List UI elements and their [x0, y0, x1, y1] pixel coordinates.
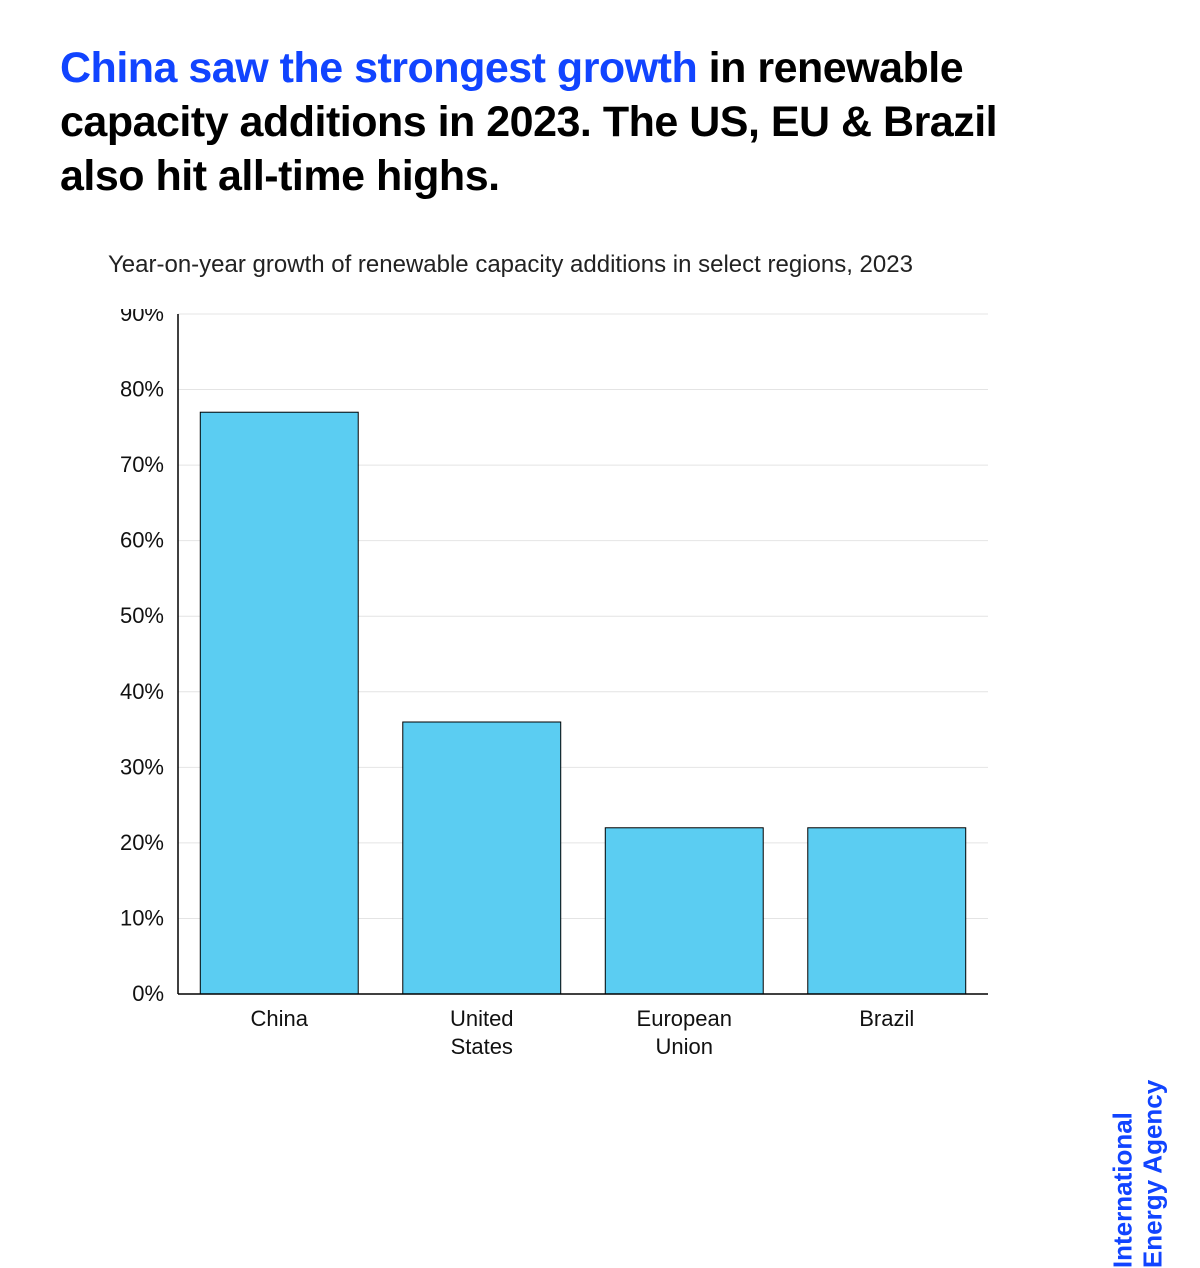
y-axis-tick-label: 50%	[120, 603, 164, 628]
y-axis-tick-label: 0%	[132, 981, 164, 1006]
chart-container: 0% 10% 20% 30% 40% 50% 60% 70% 80% 90% China United…	[108, 309, 1140, 1069]
x-axis-tick-label: Union	[656, 1034, 713, 1059]
y-axis-tick-label: 90%	[120, 309, 164, 326]
y-axis-tick-label: 70%	[120, 452, 164, 477]
x-axis-tick-label: United	[450, 1006, 514, 1031]
y-axis-tick-label: 60%	[120, 528, 164, 553]
bar	[403, 722, 561, 994]
y-axis-tick-label: 80%	[120, 377, 164, 402]
y-axis-tick-label: 40%	[120, 679, 164, 704]
source-attribution: International Energy Agency	[1108, 1080, 1168, 1268]
page: China saw the strongest growth in renewa…	[0, 0, 1200, 1200]
bar	[605, 828, 763, 994]
bar-chart: 0% 10% 20% 30% 40% 50% 60% 70% 80% 90% China United…	[108, 309, 1008, 1069]
x-axis-tick-label: European	[637, 1006, 732, 1031]
chart-subtitle: Year-on-year growth of renewable capacit…	[108, 251, 1140, 279]
y-axis-tick-label: 30%	[120, 755, 164, 780]
y-axis-tick-label: 10%	[120, 906, 164, 931]
title-accent: China saw the strongest growth	[60, 44, 697, 92]
y-axis-tick-label: 20%	[120, 830, 164, 855]
x-axis-tick-label: China	[251, 1006, 309, 1031]
x-axis-tick-label: Brazil	[859, 1006, 914, 1031]
bar	[808, 828, 966, 994]
chart-title: China saw the strongest growth in renewa…	[60, 42, 1090, 203]
bar	[200, 412, 358, 994]
x-axis-tick-label: States	[451, 1034, 513, 1059]
